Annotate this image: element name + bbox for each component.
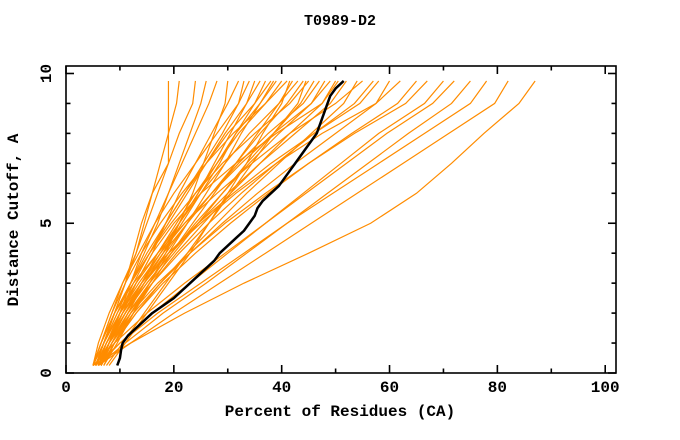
model-curve — [92, 80, 536, 367]
model-curve — [92, 80, 455, 366]
model-curve — [97, 80, 391, 366]
reference-curve — [116, 80, 345, 366]
model-curve — [98, 80, 509, 367]
model-curve — [92, 80, 401, 366]
x-axis-label: Percent of Residues (CA) — [224, 403, 456, 421]
model-curve — [95, 80, 261, 366]
model-curve — [92, 80, 363, 366]
model-curve — [92, 80, 288, 366]
model-curve — [95, 80, 488, 366]
x-tick-label: 60 — [380, 379, 399, 397]
model-curve — [95, 80, 428, 366]
model-curve — [97, 80, 337, 366]
y-tick-label: 0 — [38, 368, 56, 378]
x-tick-label: 100 — [591, 379, 620, 397]
y-tick-label: 10 — [38, 64, 56, 83]
x-tick-label: 40 — [272, 379, 291, 397]
chart-title: T0989-D2 — [303, 13, 376, 30]
model-curve — [95, 80, 347, 366]
x-tick-label: 80 — [488, 379, 507, 397]
model-curve — [100, 80, 417, 366]
model-curve — [97, 80, 339, 366]
model-curve — [97, 80, 471, 366]
plot-frame — [65, 65, 617, 374]
model-curve — [95, 80, 299, 366]
model-curve — [100, 80, 315, 366]
x-tick-label: 0 — [61, 379, 71, 397]
model-curve — [97, 80, 326, 366]
model-curve — [100, 80, 293, 366]
model-curve — [95, 80, 380, 366]
model-curve — [92, 80, 250, 366]
x-tick-label: 20 — [164, 379, 183, 397]
y-tick-label: 5 — [38, 218, 56, 228]
model-curve — [97, 80, 374, 366]
